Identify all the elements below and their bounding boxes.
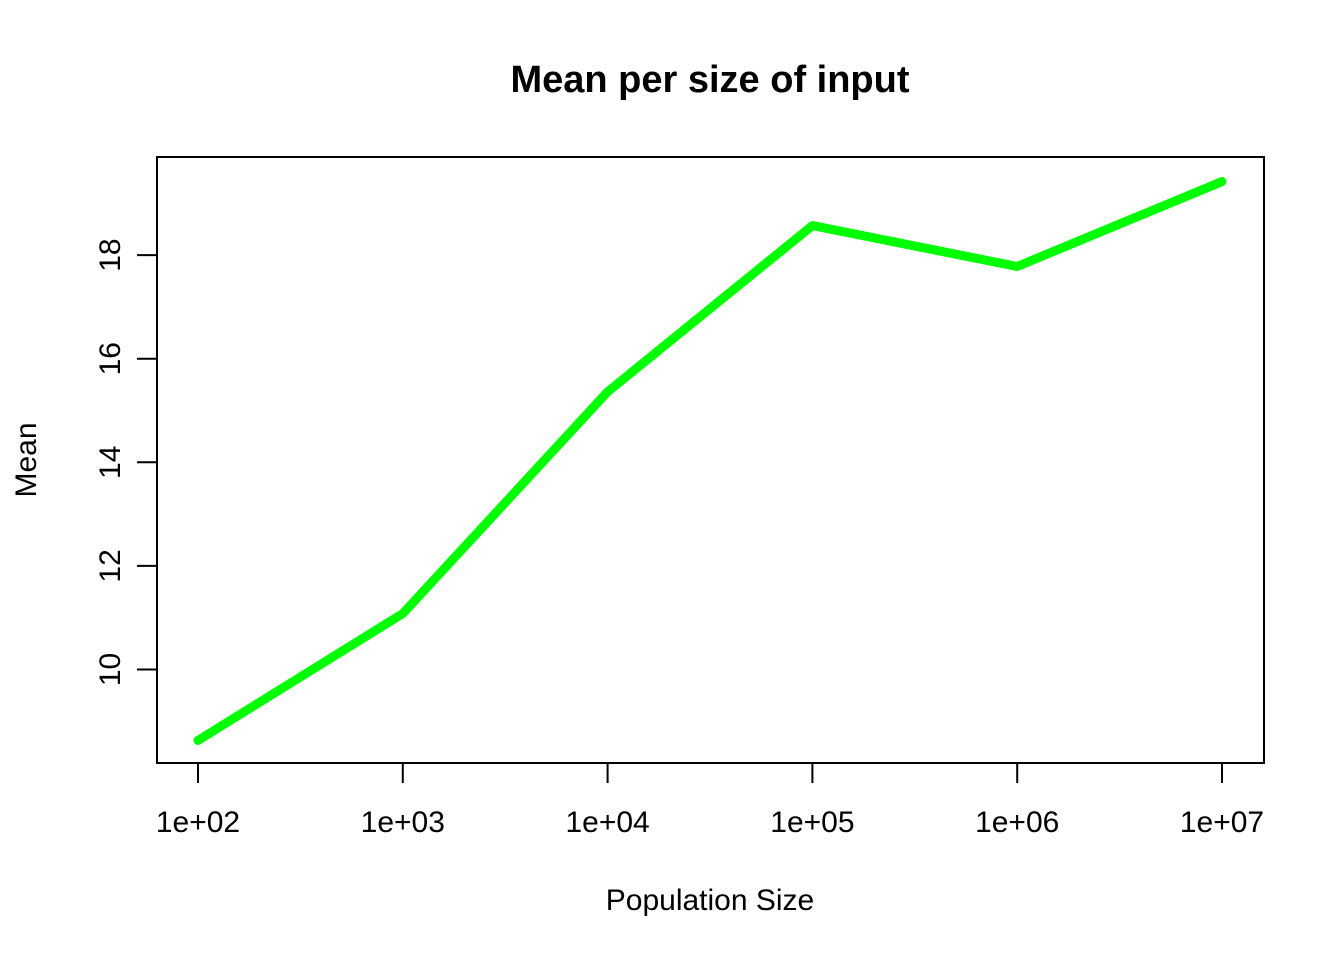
x-tick-label: 1e+05 [770,806,854,839]
y-tick-label: 16 [94,342,127,375]
y-axis: 10 12 14 16 18 [94,238,158,686]
y-tick-label: 14 [94,446,127,479]
x-axis: 1e+02 1e+03 1e+04 1e+05 1e+06 1e+07 [156,762,1264,839]
series-line [193,177,1227,745]
x-tick-label: 1e+06 [975,806,1059,839]
plot-frame [156,156,1265,764]
x-tick-label: 1e+02 [156,806,240,839]
x-tick-label: 1e+03 [361,806,445,839]
series-layer [193,177,1227,745]
y-tick-label: 12 [94,549,127,582]
y-tick-label: 10 [94,653,127,686]
x-axis-label: Population Size [606,884,814,917]
chart-title: Mean per size of input [510,59,909,101]
y-axis-label: Mean [10,422,43,497]
y-tick-label: 18 [94,238,127,271]
x-tick-label: 1e+04 [565,806,649,839]
x-tick-label: 1e+07 [1180,806,1264,839]
